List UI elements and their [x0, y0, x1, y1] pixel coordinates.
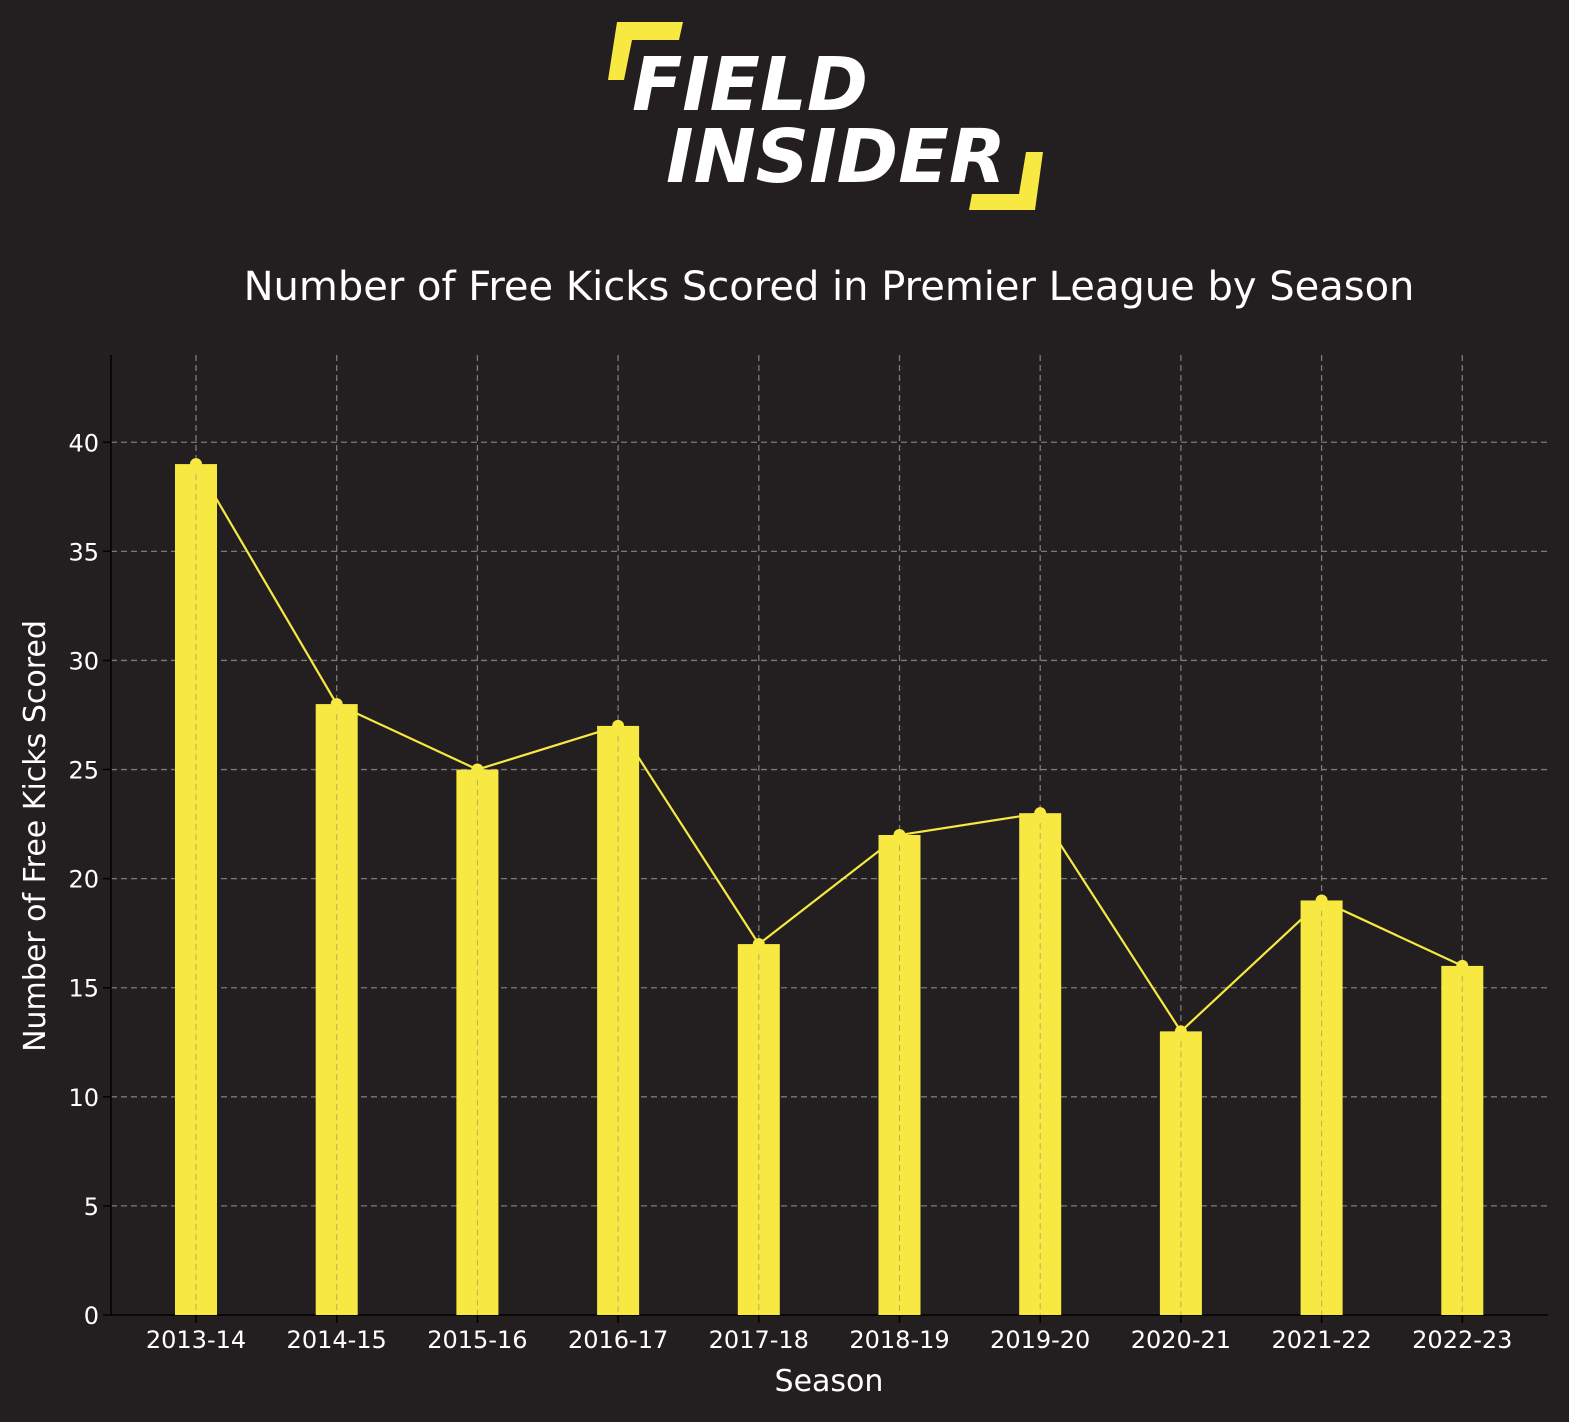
point-2016-17 — [612, 719, 625, 732]
point-2022-23 — [1456, 959, 1469, 972]
point-2019-20 — [1034, 807, 1047, 820]
point-2021-22 — [1315, 894, 1328, 907]
y-axis-label: Number of Free Kicks Scored — [18, 620, 53, 1052]
logo-bracket-bottom-right — [969, 152, 1043, 210]
x-tick-label: 2017-18 — [709, 1326, 809, 1354]
y-tick-label: 15 — [68, 975, 99, 1003]
logo-line-1: FIELD — [632, 42, 868, 128]
point-2014-15 — [330, 698, 343, 711]
y-tick-label: 20 — [68, 866, 99, 894]
logo-bracket-top-left — [608, 22, 683, 80]
x-tick-label: 2021-22 — [1271, 1326, 1371, 1354]
x-tick-label: 2022-23 — [1412, 1326, 1512, 1354]
x-tick-label: 2020-21 — [1131, 1326, 1231, 1354]
point-2017-18 — [752, 938, 765, 951]
y-tick-label: 35 — [68, 538, 99, 566]
logo-line-2: INSIDER — [666, 114, 1006, 200]
x-tick-label: 2018-19 — [849, 1326, 949, 1354]
point-2018-19 — [893, 829, 906, 841]
x-tick-labels: 2013-14 2014-15 2015-16 2016-17 2017-18 2018-… — [146, 1326, 1513, 1354]
y-tick-label: 30 — [68, 647, 99, 675]
trend-line — [190, 458, 1469, 1038]
y-tick-label: 25 — [68, 757, 99, 785]
x-tick-label: 2019-20 — [990, 1326, 1090, 1354]
trend-line-path — [195, 463, 1463, 1034]
point-2020-21 — [1174, 1025, 1187, 1038]
chart-title: Number of Free Kicks Scored in Premier L… — [244, 264, 1415, 310]
y-tick-label: 5 — [84, 1193, 99, 1221]
bars — [175, 464, 1484, 1315]
y-tick-label: 40 — [68, 429, 99, 457]
y-tick-labels: 0 5 10 15 20 25 30 35 40 — [68, 429, 99, 1330]
x-tick-label: 2013-14 — [146, 1326, 246, 1354]
y-tick-label: 0 — [84, 1302, 99, 1330]
point-2015-16 — [471, 763, 484, 776]
field-insider-logo: FIELD INSIDER — [608, 22, 1043, 210]
x-tick-label: 2014-15 — [287, 1326, 387, 1354]
x-tick-label: 2015-16 — [427, 1326, 527, 1354]
x-tick-label: 2016-17 — [568, 1326, 668, 1354]
point-2013-14 — [190, 458, 202, 471]
x-axis-label: Season — [775, 1364, 884, 1399]
y-tick-label: 10 — [68, 1084, 99, 1112]
